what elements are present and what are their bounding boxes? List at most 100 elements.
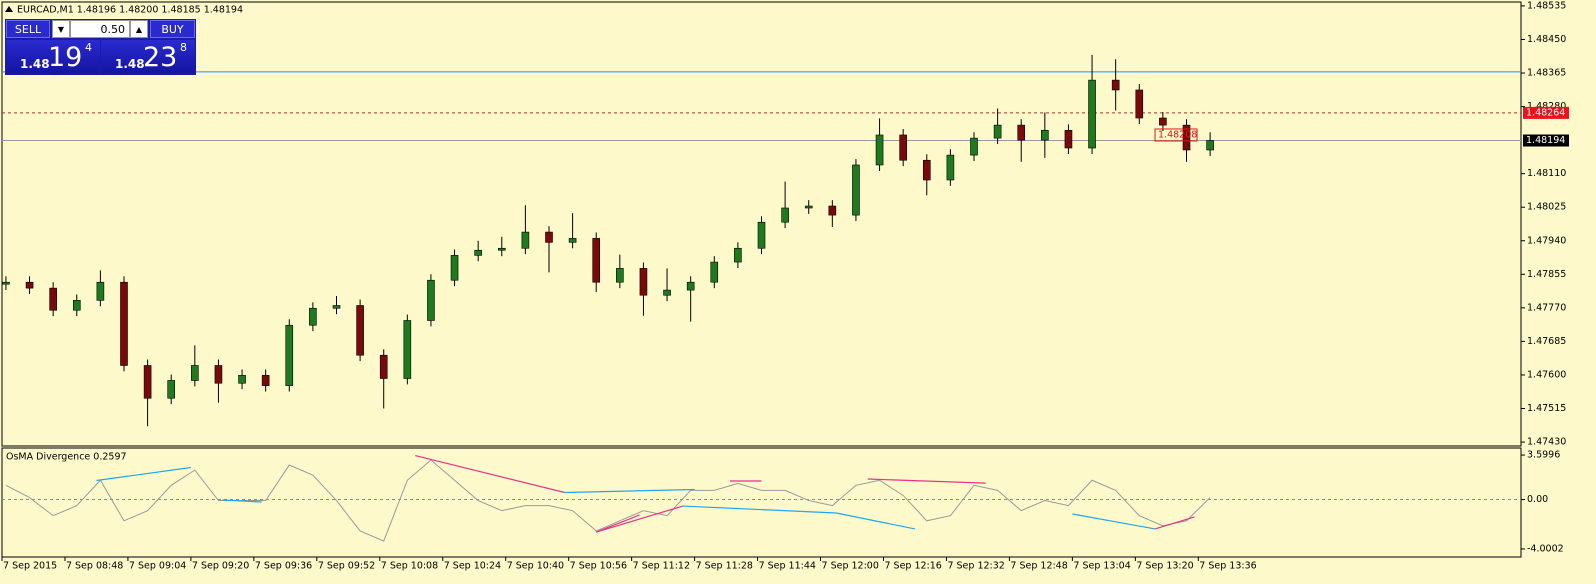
y-tick-label: -4.0002 bbox=[1527, 543, 1564, 554]
y-tick-label: 1.47685 bbox=[1527, 336, 1566, 347]
sell-price-pip: 4 bbox=[85, 41, 92, 54]
candle-body bbox=[1111, 79, 1120, 91]
x-tick-label: 7 Sep 10:08 bbox=[381, 561, 438, 572]
divergence-line bbox=[1154, 516, 1195, 530]
x-tick-label: 7 Sep 13:20 bbox=[1136, 561, 1193, 572]
x-tick-label: 7 Sep 10:24 bbox=[444, 561, 501, 572]
x-tick-label: 7 Sep 11:28 bbox=[696, 561, 753, 572]
candle-body bbox=[143, 365, 152, 399]
x-tick-label: 7 Sep 11:44 bbox=[759, 561, 816, 572]
x-tick-label: 7 Sep 09:36 bbox=[255, 561, 312, 572]
divergence-line bbox=[222, 499, 262, 503]
x-tick-label: 7 Sep 13:36 bbox=[1199, 561, 1256, 572]
candle-body bbox=[686, 281, 695, 291]
candle-body bbox=[25, 281, 34, 289]
plot-line: 3.5996 0.00 -4.0002 7 Sep 2015 7 Sep 08:48 7 … bbox=[1, 450, 1564, 572]
candle-body bbox=[1182, 124, 1191, 151]
candle-body bbox=[285, 324, 294, 386]
y-tick-label: 1.47770 bbox=[1527, 302, 1566, 313]
candle-body bbox=[356, 305, 364, 356]
divergence-line bbox=[96, 466, 191, 482]
y-tick-label: 1.47515 bbox=[1527, 403, 1566, 414]
candle-body bbox=[757, 221, 766, 249]
candle-body bbox=[427, 279, 435, 321]
x-tick-label: 7 Sep 12:48 bbox=[1010, 561, 1067, 572]
candle-body bbox=[639, 268, 648, 296]
divergence-line bbox=[564, 488, 695, 494]
buy-price-big: 23 bbox=[143, 42, 178, 73]
buy-price-prefix: 1.48 bbox=[115, 57, 145, 71]
y-tick-label: 1.48280 bbox=[1527, 101, 1566, 112]
lot-up[interactable]: ▲ bbox=[130, 20, 148, 38]
candle-body bbox=[403, 320, 412, 379]
candle-body bbox=[734, 247, 742, 263]
collapse-icon bbox=[5, 6, 13, 12]
price-label: 1.48208 bbox=[1158, 129, 1197, 140]
x-tick-label: 7 Sep 09:20 bbox=[192, 561, 249, 572]
x-tick-label: 7 Sep 08:48 bbox=[66, 561, 123, 572]
candle-body bbox=[828, 205, 837, 216]
candle-body bbox=[663, 289, 671, 296]
candle-body bbox=[191, 365, 199, 381]
buy-price-pip: 8 bbox=[180, 41, 187, 54]
oscillator-line bbox=[5, 459, 1211, 542]
divergence-line bbox=[682, 505, 837, 514]
indicator-title: OsMA Divergence 0.2597 bbox=[6, 452, 127, 463]
y-tick-label: 3.5996 bbox=[1527, 450, 1560, 461]
x-tick-label: 7 Sep 10:56 bbox=[570, 561, 627, 572]
candle-body bbox=[592, 238, 601, 283]
candle-body bbox=[96, 281, 105, 301]
candle-body bbox=[922, 159, 931, 181]
x-tick-label: 7 Sep 11:12 bbox=[633, 561, 690, 572]
y-tick-label: 1.47430 bbox=[1527, 437, 1566, 448]
lot-input[interactable]: 0.50 bbox=[70, 20, 130, 38]
candle-body bbox=[1135, 89, 1144, 119]
candle-body bbox=[545, 231, 553, 243]
divergence-line bbox=[596, 514, 640, 533]
y-tick-label: 1.47855 bbox=[1527, 269, 1566, 280]
sell-price[interactable]: 1.48 19 4 bbox=[6, 40, 100, 74]
divergence-line bbox=[596, 505, 683, 533]
candle-body bbox=[214, 365, 223, 384]
chart-title: EURCAD,M1 1.48196 1.48200 1.48185 1.4819… bbox=[17, 5, 243, 16]
level-label: 1.48194 bbox=[1526, 135, 1565, 146]
lot-down[interactable]: ▼ bbox=[52, 20, 70, 38]
plot-candlestick: 1.485351.484501.483651.482801.481101.480… bbox=[2, 0, 1569, 448]
level-label-box bbox=[1523, 134, 1569, 147]
sell-button[interactable]: SELL bbox=[6, 20, 50, 38]
y-tick-label: 1.48025 bbox=[1527, 202, 1566, 213]
candle-body bbox=[261, 375, 270, 386]
x-tick-label: 7 Sep 09:52 bbox=[318, 561, 375, 572]
x-tick-label: 7 Sep 09:04 bbox=[129, 561, 186, 572]
candle-body bbox=[946, 154, 955, 181]
price-label-box bbox=[1154, 128, 1198, 142]
x-tick-label: 7 Sep 12:00 bbox=[822, 561, 879, 572]
candle-body bbox=[875, 134, 884, 166]
y-tick-label: 1.48535 bbox=[1527, 0, 1566, 11]
candle-body bbox=[450, 255, 459, 281]
x-tick-label: 7 Sep 12:16 bbox=[884, 561, 941, 572]
candle-body bbox=[1041, 129, 1049, 141]
candle-body bbox=[1206, 140, 1214, 151]
candle-body bbox=[332, 305, 341, 309]
candle-body bbox=[1088, 79, 1096, 149]
divergence-line bbox=[867, 478, 986, 484]
candle-body bbox=[521, 231, 530, 249]
buy-price[interactable]: 1.48 23 8 bbox=[101, 40, 195, 74]
buy-button[interactable]: BUY bbox=[150, 20, 195, 38]
candle-body bbox=[167, 380, 176, 399]
candle-body bbox=[710, 261, 719, 283]
candle-body bbox=[49, 287, 57, 311]
candle-body bbox=[970, 137, 978, 156]
candle-body bbox=[781, 207, 789, 223]
candle-body bbox=[309, 307, 317, 326]
candle-body bbox=[993, 124, 1002, 139]
y-tick-label: 1.47600 bbox=[1527, 369, 1566, 380]
y-tick-label: 1.47940 bbox=[1527, 235, 1566, 246]
candle-body bbox=[2, 281, 10, 285]
y-tick-label: 0.00 bbox=[1527, 494, 1548, 505]
candle-body bbox=[616, 268, 624, 283]
one-click-panel: SELL ▼ 0.50 ▲ BUY 1.48 19 4 1.48 23 8 bbox=[5, 19, 196, 75]
